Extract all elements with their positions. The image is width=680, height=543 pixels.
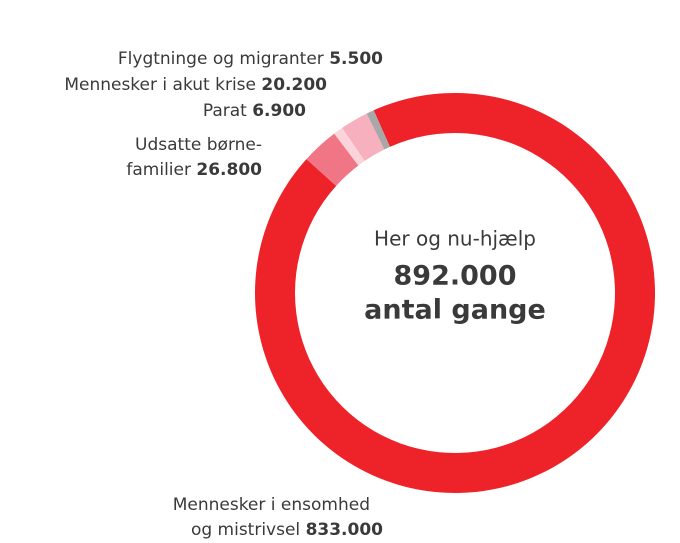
- segment-value-label: 6.900: [252, 101, 306, 121]
- segment-label: Parat 6.900: [203, 101, 306, 121]
- donut-segment: [306, 133, 359, 186]
- center-title: Her og nu-hjælp: [374, 227, 536, 251]
- segment-value-label: 5.500: [329, 49, 383, 69]
- donut-segment: [366, 110, 390, 150]
- donut-segment: [342, 113, 385, 161]
- segment-label-text: og mistrivsel: [191, 520, 300, 540]
- segment-label-text: Udsatte børne-: [135, 135, 262, 155]
- segment-label-text: Mennesker i ensomhed: [173, 495, 370, 515]
- segment-value-label: 26.800: [196, 160, 262, 180]
- segment-label: Mennesker i ensomhed: [173, 495, 370, 515]
- donut-segment: [334, 127, 365, 166]
- segment-label: Mennesker i akut krise 20.200: [64, 75, 327, 95]
- segment-label-text: Parat: [203, 101, 247, 121]
- segment-value-label: 833.000: [306, 520, 384, 540]
- segment-value-label: 20.200: [261, 75, 327, 95]
- segment-label: Udsatte børne-: [135, 135, 262, 155]
- segment-label: og mistrivsel 833.000: [191, 520, 383, 540]
- segment-label-text: Mennesker i akut krise: [64, 75, 256, 95]
- segment-label: Flygtninge og migranter 5.500: [118, 49, 383, 69]
- segment-label-text: familier: [126, 160, 191, 180]
- center-unit: antal gange: [364, 295, 546, 326]
- center-total: 892.000: [394, 261, 517, 292]
- segment-label-text: Flygtninge og migranter: [118, 49, 324, 69]
- segment-label: familier 26.800: [126, 160, 262, 180]
